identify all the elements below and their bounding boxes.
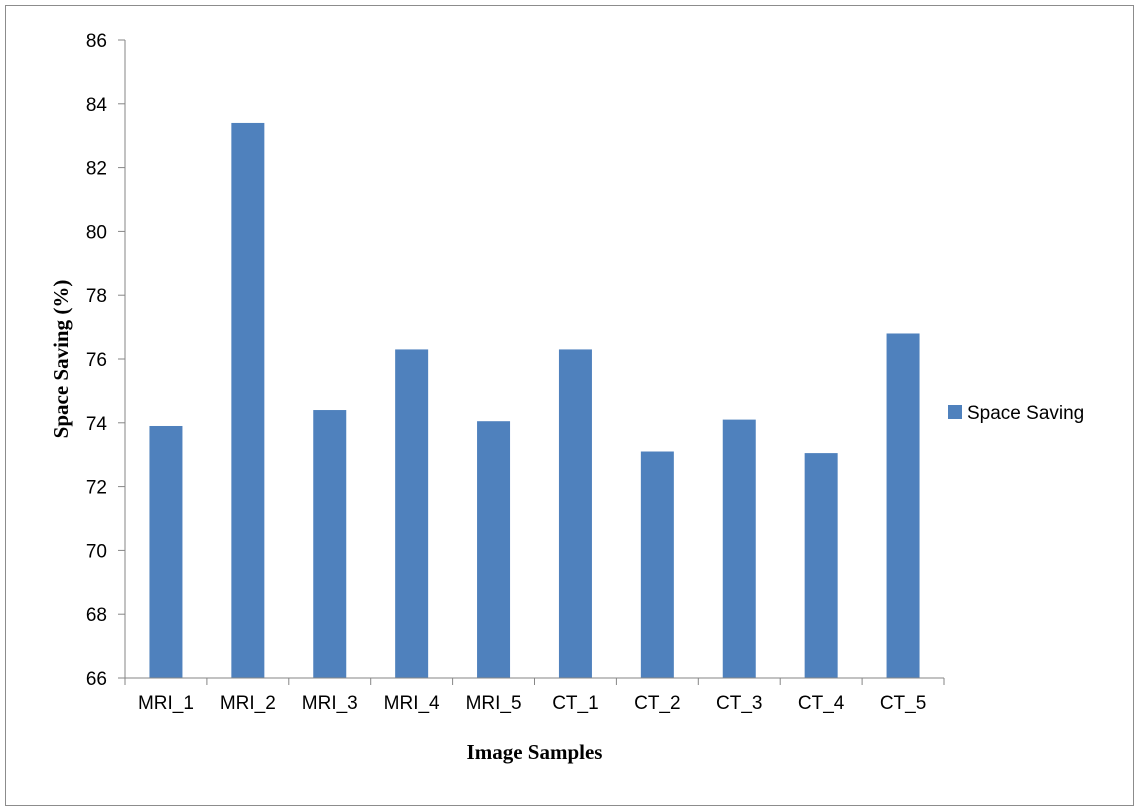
y-tick-label: 76 xyxy=(86,350,107,371)
y-tick-label: 68 xyxy=(86,605,107,626)
y-tick-label: 72 xyxy=(86,478,107,499)
y-tick-label: 74 xyxy=(86,414,108,435)
bar-mri-4 xyxy=(395,349,429,678)
bar-ct-5 xyxy=(886,333,920,678)
x-tick-label: CT_3 xyxy=(716,693,762,714)
bar-ct-4 xyxy=(804,453,838,678)
x-axis-title: Image Samples xyxy=(467,740,603,764)
y-tick-label: 84 xyxy=(86,95,108,116)
y-axis-title: Space Saving (%) xyxy=(49,280,73,439)
x-tick-label: MRI_4 xyxy=(384,693,440,714)
y-tick-label: 86 xyxy=(86,31,107,52)
y-tick-label: 82 xyxy=(86,159,107,180)
x-tick-label: MRI_1 xyxy=(138,693,194,714)
bar-ct-2 xyxy=(640,451,674,678)
bars-group xyxy=(149,122,920,678)
legend-swatch xyxy=(948,405,962,419)
legend-label: Space Saving xyxy=(967,403,1084,424)
bar-mri-2 xyxy=(231,122,265,678)
bar-mri-1 xyxy=(149,425,183,678)
x-tick-label: CT_1 xyxy=(552,693,598,714)
y-tick-label: 70 xyxy=(86,541,107,562)
bar-ct-3 xyxy=(722,419,756,678)
y-tick-label: 78 xyxy=(86,286,107,307)
y-axis-ticks: 66 68 70 72 74 76 78 80 82 84 86 xyxy=(86,31,125,690)
x-tick-label: CT_2 xyxy=(634,693,680,714)
x-axis-ticks: MRI_1 MRI_2 MRI_3 MRI_4 MRI_5 CT_1 CT_2 CT_3 CT_… xyxy=(124,678,945,714)
x-tick-label: CT_4 xyxy=(798,693,845,714)
x-tick-label: MRI_5 xyxy=(466,693,522,714)
x-tick-label: MRI_2 xyxy=(220,693,276,714)
x-tick-label: CT_5 xyxy=(880,693,926,714)
y-tick-label: 80 xyxy=(86,222,107,243)
bar-mri-5 xyxy=(477,421,511,678)
bar-mri-3 xyxy=(313,410,347,678)
x-tick-label: MRI_3 xyxy=(302,693,358,714)
legend: Space Saving xyxy=(948,403,1084,424)
y-tick-label: 66 xyxy=(86,669,107,690)
bar-ct-1 xyxy=(558,349,592,678)
